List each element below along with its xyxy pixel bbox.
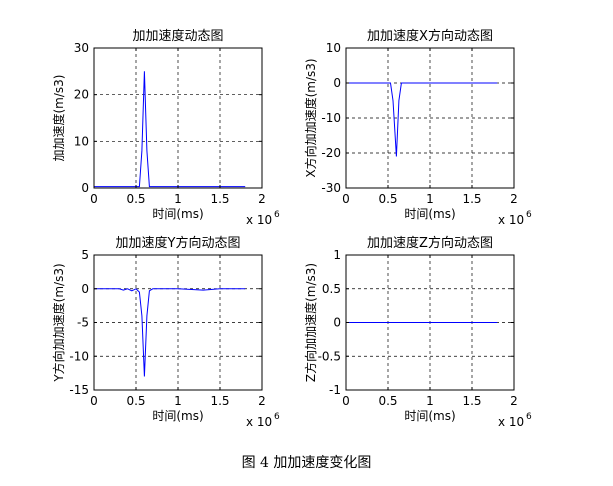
x-tick-label: 1 bbox=[426, 394, 434, 408]
y-tick-label: 0 bbox=[333, 316, 341, 330]
y-axis-label: X方向加加速度(m/s3) bbox=[303, 58, 318, 177]
figure-caption: 图 4 加加速度变化图 bbox=[241, 455, 372, 471]
x-tick-label: 1.5 bbox=[210, 394, 229, 408]
y-tick-label: 0 bbox=[81, 181, 89, 195]
y-tick-label: -15 bbox=[69, 383, 89, 397]
y-tick-label: -5 bbox=[77, 316, 89, 330]
series-line bbox=[94, 288, 246, 377]
x-axis-exponent: 6 bbox=[526, 412, 532, 422]
x-tick-label: 1 bbox=[174, 394, 182, 408]
x-tick-label: 0.5 bbox=[378, 394, 397, 408]
y-tick-label: 1 bbox=[333, 248, 341, 262]
x-tick-label: 1.5 bbox=[462, 394, 481, 408]
x-tick-label: 0 bbox=[90, 394, 98, 408]
chart-title: 加加速度X方向动态图 bbox=[367, 28, 493, 44]
y-tick-label: -30 bbox=[321, 181, 341, 195]
x-tick-label: 1 bbox=[426, 192, 434, 206]
x-tick-label: 1 bbox=[174, 192, 182, 206]
y-tick-label: 10 bbox=[326, 41, 341, 55]
x-tick-label: 0 bbox=[342, 192, 350, 206]
x-axis-label: 时间(ms) bbox=[152, 409, 203, 423]
x-tick-label: 0.5 bbox=[378, 192, 397, 206]
chart-title: 加加速度Z方向动态图 bbox=[367, 235, 493, 251]
chart-title: 加加速度动态图 bbox=[132, 28, 223, 44]
x-tick-label: 2 bbox=[258, 192, 266, 206]
x-axis-multiplier: x 10 bbox=[498, 415, 524, 429]
x-tick-label: 2 bbox=[510, 394, 518, 408]
series-line bbox=[94, 71, 246, 188]
x-axis-label: 时间(ms) bbox=[404, 409, 455, 423]
x-tick-label: 0 bbox=[90, 192, 98, 206]
y-tick-label: -20 bbox=[321, 146, 341, 160]
x-tick-label: 0.5 bbox=[126, 394, 145, 408]
x-tick-label: 2 bbox=[258, 394, 266, 408]
y-tick-label: 0 bbox=[333, 76, 341, 90]
x-tick-label: 2 bbox=[510, 192, 518, 206]
y-axis-label: 加加速度(m/s3) bbox=[51, 75, 66, 162]
x-tick-label: 1.5 bbox=[210, 192, 229, 206]
y-tick-label: -0.5 bbox=[318, 349, 341, 363]
x-axis-label: 时间(ms) bbox=[152, 207, 203, 221]
y-tick-label: 0 bbox=[81, 282, 89, 296]
x-axis-multiplier: x 10 bbox=[246, 415, 272, 429]
y-tick-label: -1 bbox=[329, 383, 341, 397]
x-tick-label: 1.5 bbox=[462, 192, 481, 206]
x-axis-multiplier: x 10 bbox=[246, 213, 272, 227]
chart-title: 加加速度Y方向动态图 bbox=[116, 235, 241, 251]
x-axis-exponent: 6 bbox=[274, 210, 280, 220]
y-tick-label: 0.5 bbox=[322, 282, 341, 296]
x-tick-label: 0.5 bbox=[126, 192, 145, 206]
y-tick-label: -10 bbox=[321, 111, 341, 125]
y-tick-label: 10 bbox=[74, 134, 89, 148]
x-axis-label: 时间(ms) bbox=[404, 207, 455, 221]
x-axis-exponent: 6 bbox=[526, 210, 532, 220]
x-axis-multiplier: x 10 bbox=[498, 213, 524, 227]
x-axis-exponent: 6 bbox=[274, 412, 280, 422]
x-tick-label: 0 bbox=[342, 394, 350, 408]
y-tick-label: 20 bbox=[74, 88, 89, 102]
y-axis-label: Y方向加加速度(m/s3) bbox=[51, 263, 66, 382]
y-tick-label: 5 bbox=[81, 248, 89, 262]
series-line bbox=[346, 82, 498, 157]
y-axis-label: Z方向加加速度(m/s3) bbox=[303, 263, 318, 382]
y-tick-label: -10 bbox=[69, 349, 89, 363]
y-tick-label: 30 bbox=[74, 41, 89, 55]
